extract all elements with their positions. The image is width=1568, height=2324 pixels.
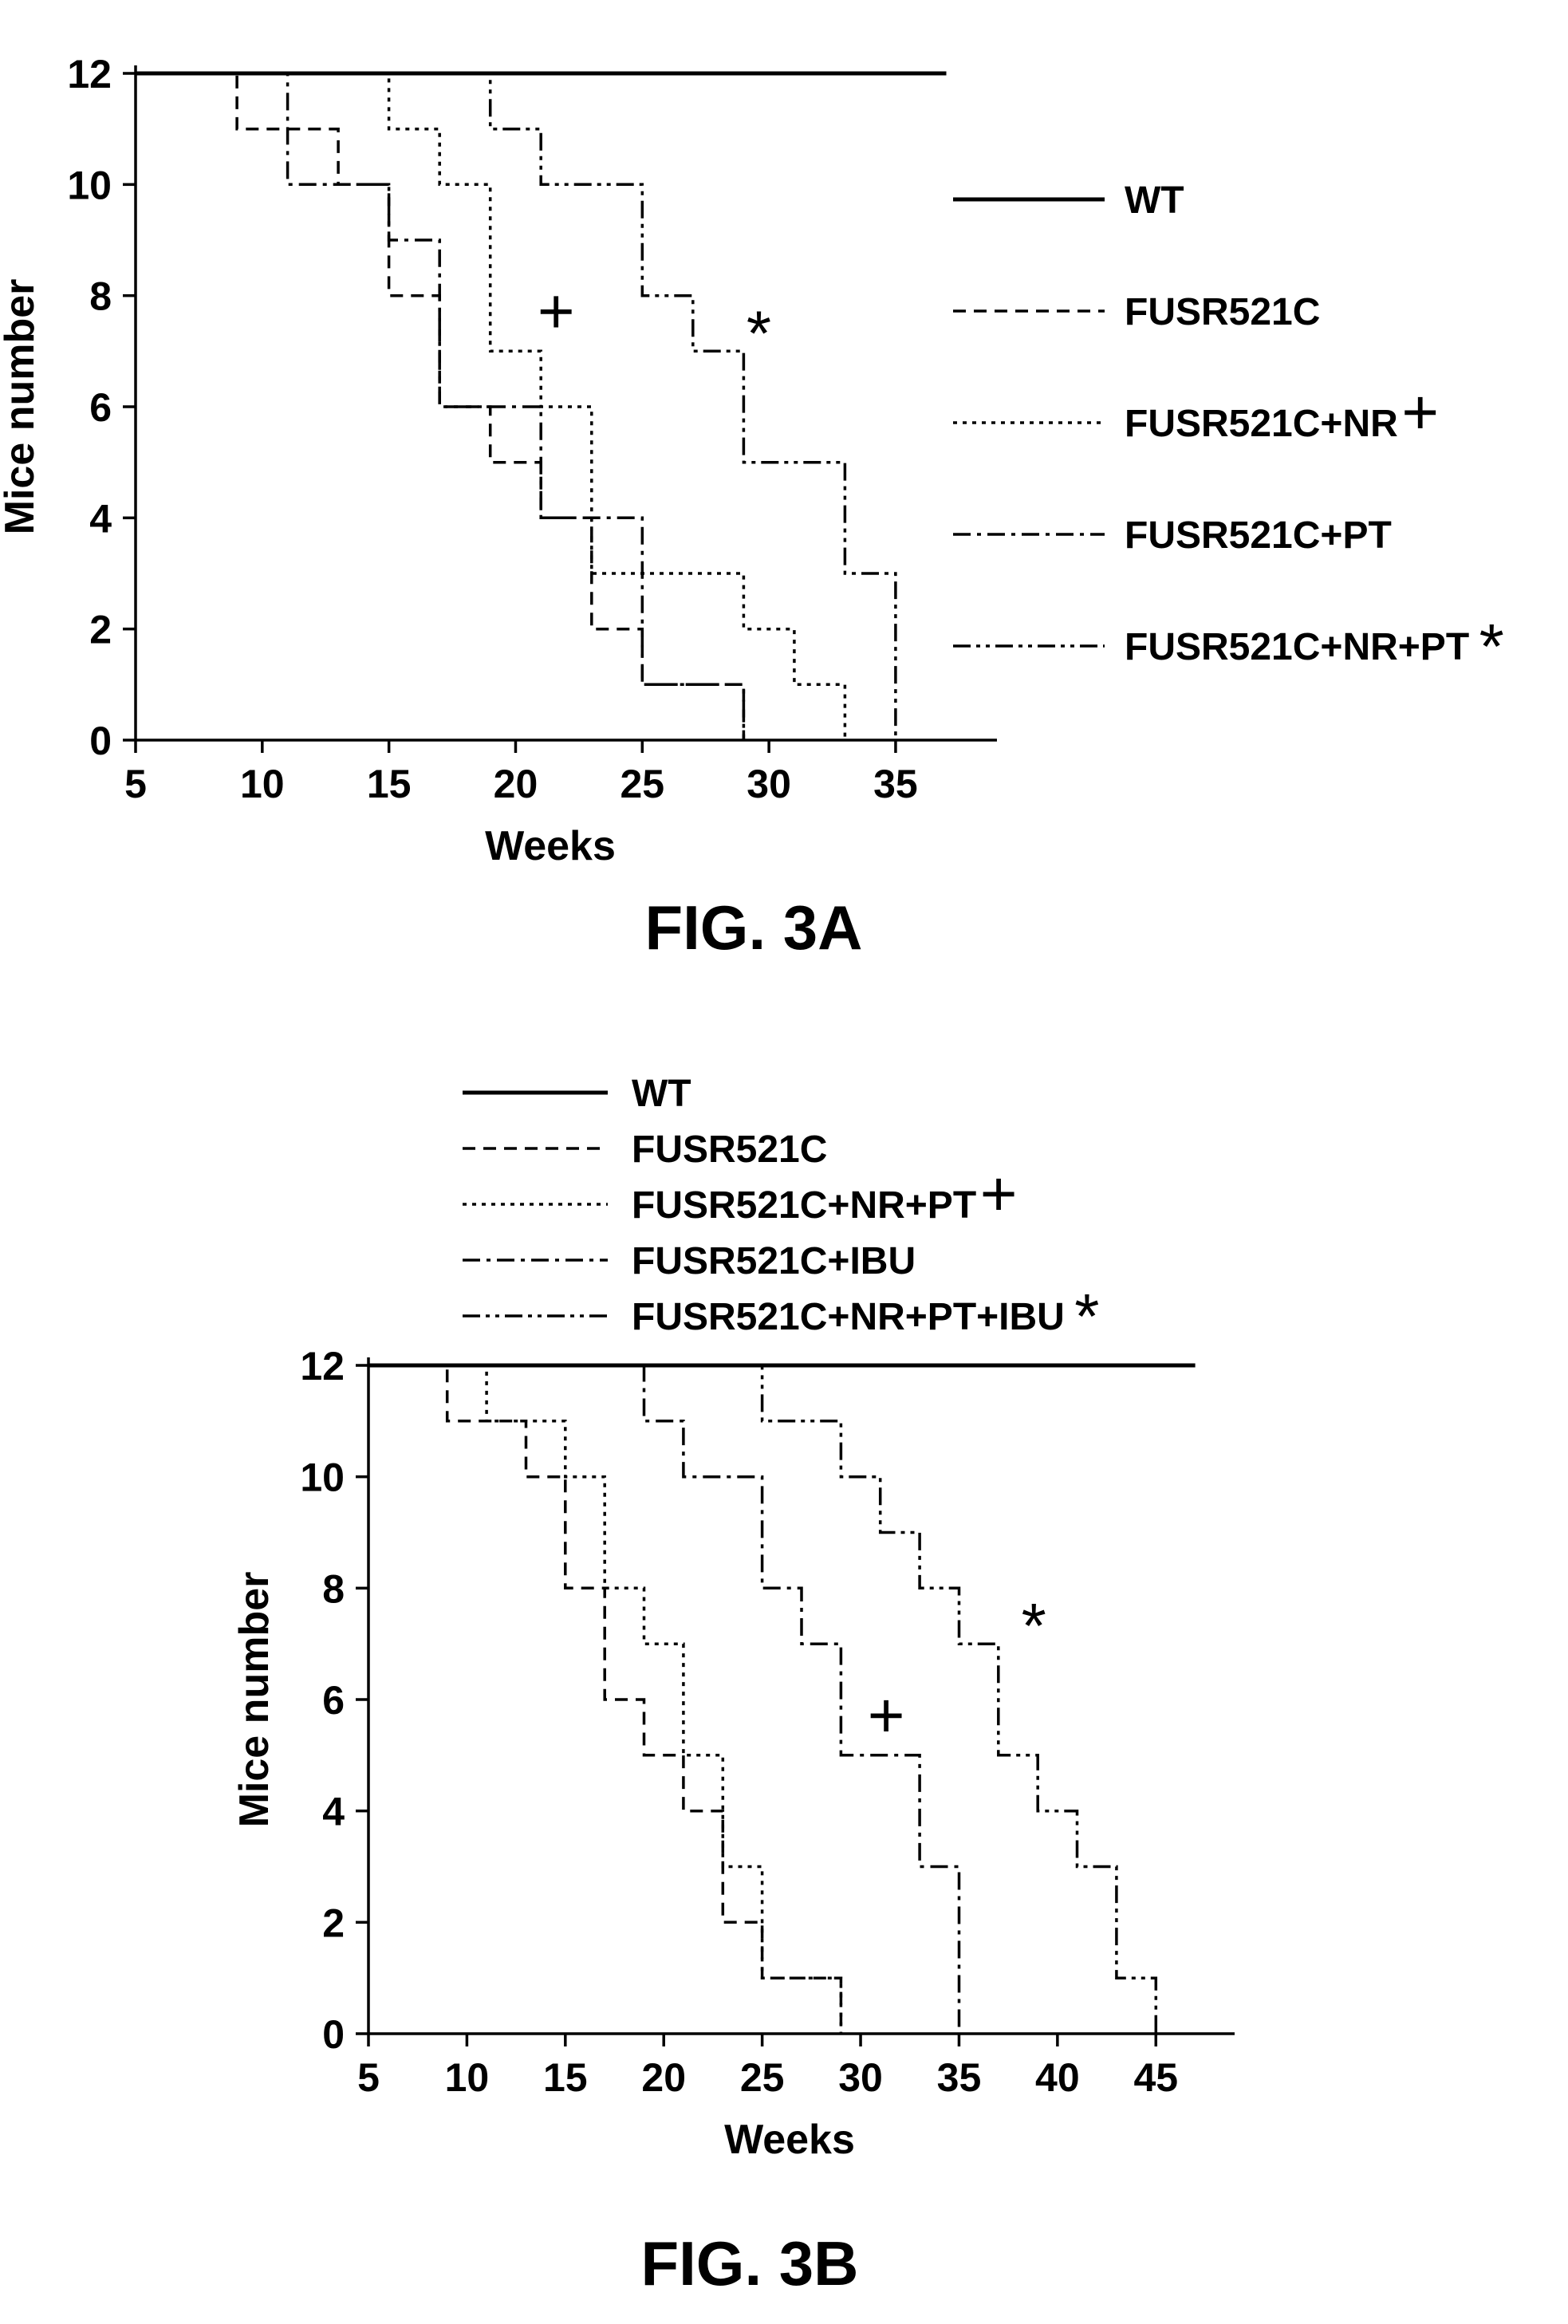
legend-label: FUSR521C+IBU [632, 1240, 916, 1282]
x-tick-label: 5 [124, 762, 147, 806]
significance-marker: + [538, 276, 575, 347]
y-tick-label: 6 [89, 385, 112, 430]
x-tick-label: 45 [1133, 2055, 1178, 2100]
x-tick-label: 20 [494, 762, 538, 806]
y-tick-label: 10 [67, 163, 112, 207]
legend-label: FUSR521C+NR+PT [1125, 626, 1469, 668]
legend-label: WT [632, 1073, 691, 1115]
significance-marker: * [1022, 1590, 1046, 1661]
y-tick-label: 10 [300, 1455, 345, 1500]
x-tick-label: 15 [543, 2055, 588, 2100]
legend-label: WT [1125, 179, 1184, 222]
legend-marker: * [1479, 611, 1504, 682]
figure-caption: FIG. 3B [640, 2228, 858, 2298]
significance-marker: * [747, 297, 771, 368]
y-tick-label: 4 [89, 496, 112, 541]
y-axis-label: Mice number [231, 1572, 278, 1828]
x-tick-label: 30 [838, 2055, 883, 2100]
significance-marker: + [868, 1680, 905, 1751]
series-line-fusr521c-nr [136, 72, 847, 740]
x-tick-label: 10 [240, 762, 285, 806]
y-axis-label: Mice number [0, 279, 43, 535]
x-tick-label: 25 [740, 2055, 785, 2100]
series-line-fusr521c-nr-pt-ibu [368, 1364, 1158, 2034]
series-line-fusr521c-ibu [368, 1364, 961, 2034]
y-tick-label: 6 [322, 1678, 345, 1723]
legend-marker: + [980, 1158, 1018, 1229]
legend-label: FUSR521C+NR+PT [632, 1184, 976, 1227]
y-tick-label: 2 [89, 608, 112, 652]
legend-label: FUSR521C+PT [1125, 514, 1392, 557]
x-tick-label: 35 [873, 762, 918, 806]
y-tick-label: 4 [322, 1790, 345, 1834]
x-axis-label: Weeks [485, 823, 616, 869]
legend-label: FUSR521C+NR [1125, 403, 1398, 445]
chart-fig-3b: 5 10 15 20 25 30 35 40 45 0 2 4 6 8 10 12 Weeks Mice numb… [231, 1073, 1235, 2298]
x-tick-label: 40 [1035, 2055, 1080, 2100]
y-tick-label: 2 [322, 1901, 345, 1945]
legend-label: FUSR521C [1125, 291, 1320, 333]
chart-fig-3a: 5 10 15 20 25 30 35 0 2 4 6 8 10 12 Weeks Mice number + *… [0, 52, 1504, 963]
x-tick-label: 30 [747, 762, 791, 806]
series-line-fusr521c-nr-pt [136, 72, 897, 740]
x-tick-label: 20 [641, 2055, 686, 2100]
y-tick-label: 8 [89, 274, 112, 319]
y-tick-label: 12 [67, 52, 112, 97]
x-tick-label: 10 [445, 2055, 490, 2100]
x-axis-label: Weeks [724, 2117, 855, 2163]
y-tick-label: 12 [300, 1344, 345, 1388]
series-line-fusr521c [368, 1364, 843, 2034]
series-line-fusr521c-nr-pt [368, 1364, 843, 2034]
x-tick-label: 25 [620, 762, 664, 806]
legend-label: FUSR521C+NR+PT+IBU [632, 1296, 1065, 1338]
x-tick-label: 15 [367, 762, 412, 806]
figure-caption: FIG. 3A [644, 892, 862, 963]
x-tick-label: 35 [937, 2055, 982, 2100]
legend-marker: + [1401, 376, 1439, 447]
y-tick-label: 8 [322, 1566, 345, 1611]
y-tick-label: 0 [322, 2012, 345, 2057]
y-tick-label: 0 [89, 719, 112, 763]
legend-marker: * [1074, 1281, 1099, 1352]
x-tick-label: 5 [357, 2055, 380, 2100]
legend-label: FUSR521C [632, 1129, 827, 1171]
